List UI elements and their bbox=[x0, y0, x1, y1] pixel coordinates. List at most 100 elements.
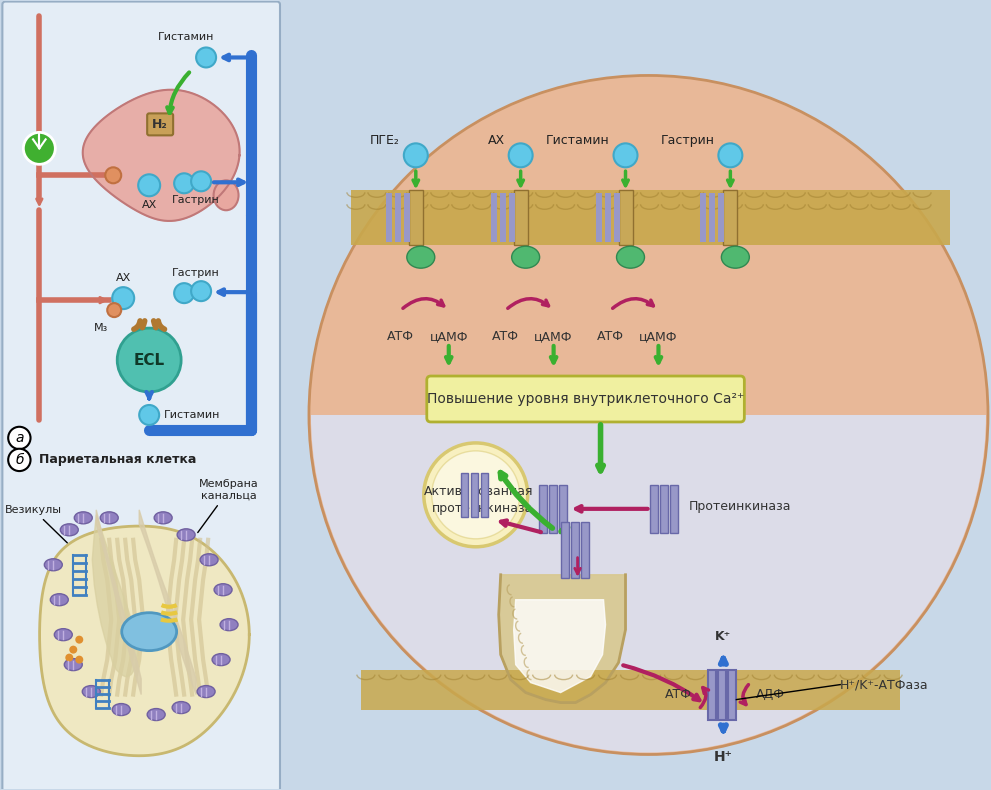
Text: АТФ: АТФ bbox=[493, 330, 519, 343]
Text: АХ: АХ bbox=[142, 201, 157, 210]
Bar bbox=[403, 194, 410, 243]
Ellipse shape bbox=[64, 659, 82, 671]
Text: K⁺: K⁺ bbox=[716, 630, 731, 642]
Text: Повышение уровня внутриклеточного Ca²⁺: Повышение уровня внутриклеточного Ca²⁺ bbox=[427, 392, 744, 406]
Circle shape bbox=[112, 287, 134, 309]
Ellipse shape bbox=[74, 512, 92, 524]
Circle shape bbox=[107, 303, 121, 317]
Bar bbox=[539, 485, 547, 532]
Bar bbox=[361, 670, 900, 709]
Polygon shape bbox=[498, 575, 625, 702]
Circle shape bbox=[424, 443, 527, 547]
Text: ПГЕ₂: ПГЕ₂ bbox=[370, 134, 399, 148]
FancyArrowPatch shape bbox=[134, 321, 140, 329]
Polygon shape bbox=[96, 510, 141, 694]
Bar bbox=[351, 190, 950, 245]
Bar bbox=[394, 194, 400, 243]
Bar bbox=[650, 485, 658, 532]
Circle shape bbox=[508, 143, 532, 167]
Text: АТФ: АТФ bbox=[387, 330, 414, 343]
Circle shape bbox=[105, 167, 121, 183]
FancyBboxPatch shape bbox=[2, 2, 280, 790]
Bar bbox=[461, 473, 468, 517]
Circle shape bbox=[718, 143, 742, 167]
Bar bbox=[660, 485, 669, 532]
Text: Протеинкиназа: Протеинкиназа bbox=[689, 500, 791, 514]
Bar bbox=[491, 194, 496, 243]
Text: АХ: АХ bbox=[488, 134, 504, 148]
Ellipse shape bbox=[214, 584, 232, 596]
Ellipse shape bbox=[60, 524, 78, 536]
Text: Активированная
протеинкиназа: Активированная протеинкиназа bbox=[424, 485, 533, 515]
Circle shape bbox=[69, 645, 77, 653]
Text: H₂: H₂ bbox=[153, 118, 168, 131]
Circle shape bbox=[191, 281, 211, 301]
Bar bbox=[508, 194, 514, 243]
Bar bbox=[618, 190, 632, 245]
Ellipse shape bbox=[55, 629, 72, 641]
Polygon shape bbox=[92, 515, 139, 676]
Text: Гистамин: Гистамин bbox=[546, 134, 609, 148]
Text: Гастрин: Гастрин bbox=[660, 134, 715, 148]
Circle shape bbox=[139, 405, 160, 425]
Circle shape bbox=[65, 653, 73, 662]
Text: Гистамин: Гистамин bbox=[158, 32, 214, 43]
Text: цАМФ: цАМФ bbox=[534, 330, 573, 343]
Text: АХ: АХ bbox=[116, 273, 131, 283]
Ellipse shape bbox=[407, 246, 435, 268]
Ellipse shape bbox=[200, 554, 218, 566]
Text: M₃: M₃ bbox=[94, 323, 108, 333]
Bar bbox=[718, 194, 724, 243]
Ellipse shape bbox=[112, 704, 130, 716]
Circle shape bbox=[196, 47, 216, 67]
Bar bbox=[596, 194, 602, 243]
Bar bbox=[701, 194, 707, 243]
Polygon shape bbox=[139, 510, 196, 694]
Bar bbox=[718, 670, 726, 720]
Bar bbox=[513, 190, 527, 245]
Bar bbox=[723, 190, 737, 245]
FancyBboxPatch shape bbox=[148, 114, 173, 135]
Polygon shape bbox=[513, 600, 606, 693]
Wedge shape bbox=[311, 415, 986, 753]
Bar bbox=[471, 473, 478, 517]
Ellipse shape bbox=[197, 686, 215, 698]
Bar bbox=[710, 194, 716, 243]
Circle shape bbox=[403, 143, 428, 167]
Text: АДФ: АДФ bbox=[756, 688, 785, 701]
Bar bbox=[385, 194, 391, 243]
Circle shape bbox=[24, 133, 55, 164]
Bar bbox=[728, 670, 736, 720]
Ellipse shape bbox=[100, 512, 118, 524]
Text: Мембрана
канальца: Мембрана канальца bbox=[198, 479, 259, 532]
Bar bbox=[605, 194, 610, 243]
Text: H⁺: H⁺ bbox=[714, 750, 732, 763]
Ellipse shape bbox=[214, 180, 239, 210]
Bar bbox=[481, 473, 488, 517]
Bar bbox=[709, 670, 716, 720]
Bar bbox=[409, 190, 423, 245]
Polygon shape bbox=[82, 90, 240, 221]
Text: а: а bbox=[15, 431, 24, 445]
FancyArrowPatch shape bbox=[159, 321, 165, 329]
Ellipse shape bbox=[172, 702, 190, 713]
Ellipse shape bbox=[122, 613, 176, 651]
Circle shape bbox=[174, 283, 194, 303]
Text: Париетальная клетка: Париетальная клетка bbox=[40, 453, 196, 466]
Polygon shape bbox=[40, 526, 250, 756]
Circle shape bbox=[191, 171, 211, 191]
Text: Гистамин: Гистамин bbox=[165, 410, 221, 420]
Circle shape bbox=[309, 76, 988, 754]
Bar bbox=[559, 485, 567, 532]
Text: б: б bbox=[15, 453, 24, 467]
Text: Везикулы: Везикулы bbox=[5, 505, 67, 543]
Ellipse shape bbox=[155, 512, 172, 524]
Ellipse shape bbox=[721, 246, 749, 268]
Bar bbox=[549, 485, 557, 532]
Text: цАМФ: цАМФ bbox=[429, 330, 468, 343]
Text: цАМФ: цАМФ bbox=[639, 330, 678, 343]
Text: Гастрин: Гастрин bbox=[172, 195, 220, 205]
Circle shape bbox=[138, 175, 161, 196]
Text: H⁺/K⁺-АТФаза: H⁺/K⁺-АТФаза bbox=[840, 678, 929, 691]
Text: ECL: ECL bbox=[134, 352, 165, 367]
